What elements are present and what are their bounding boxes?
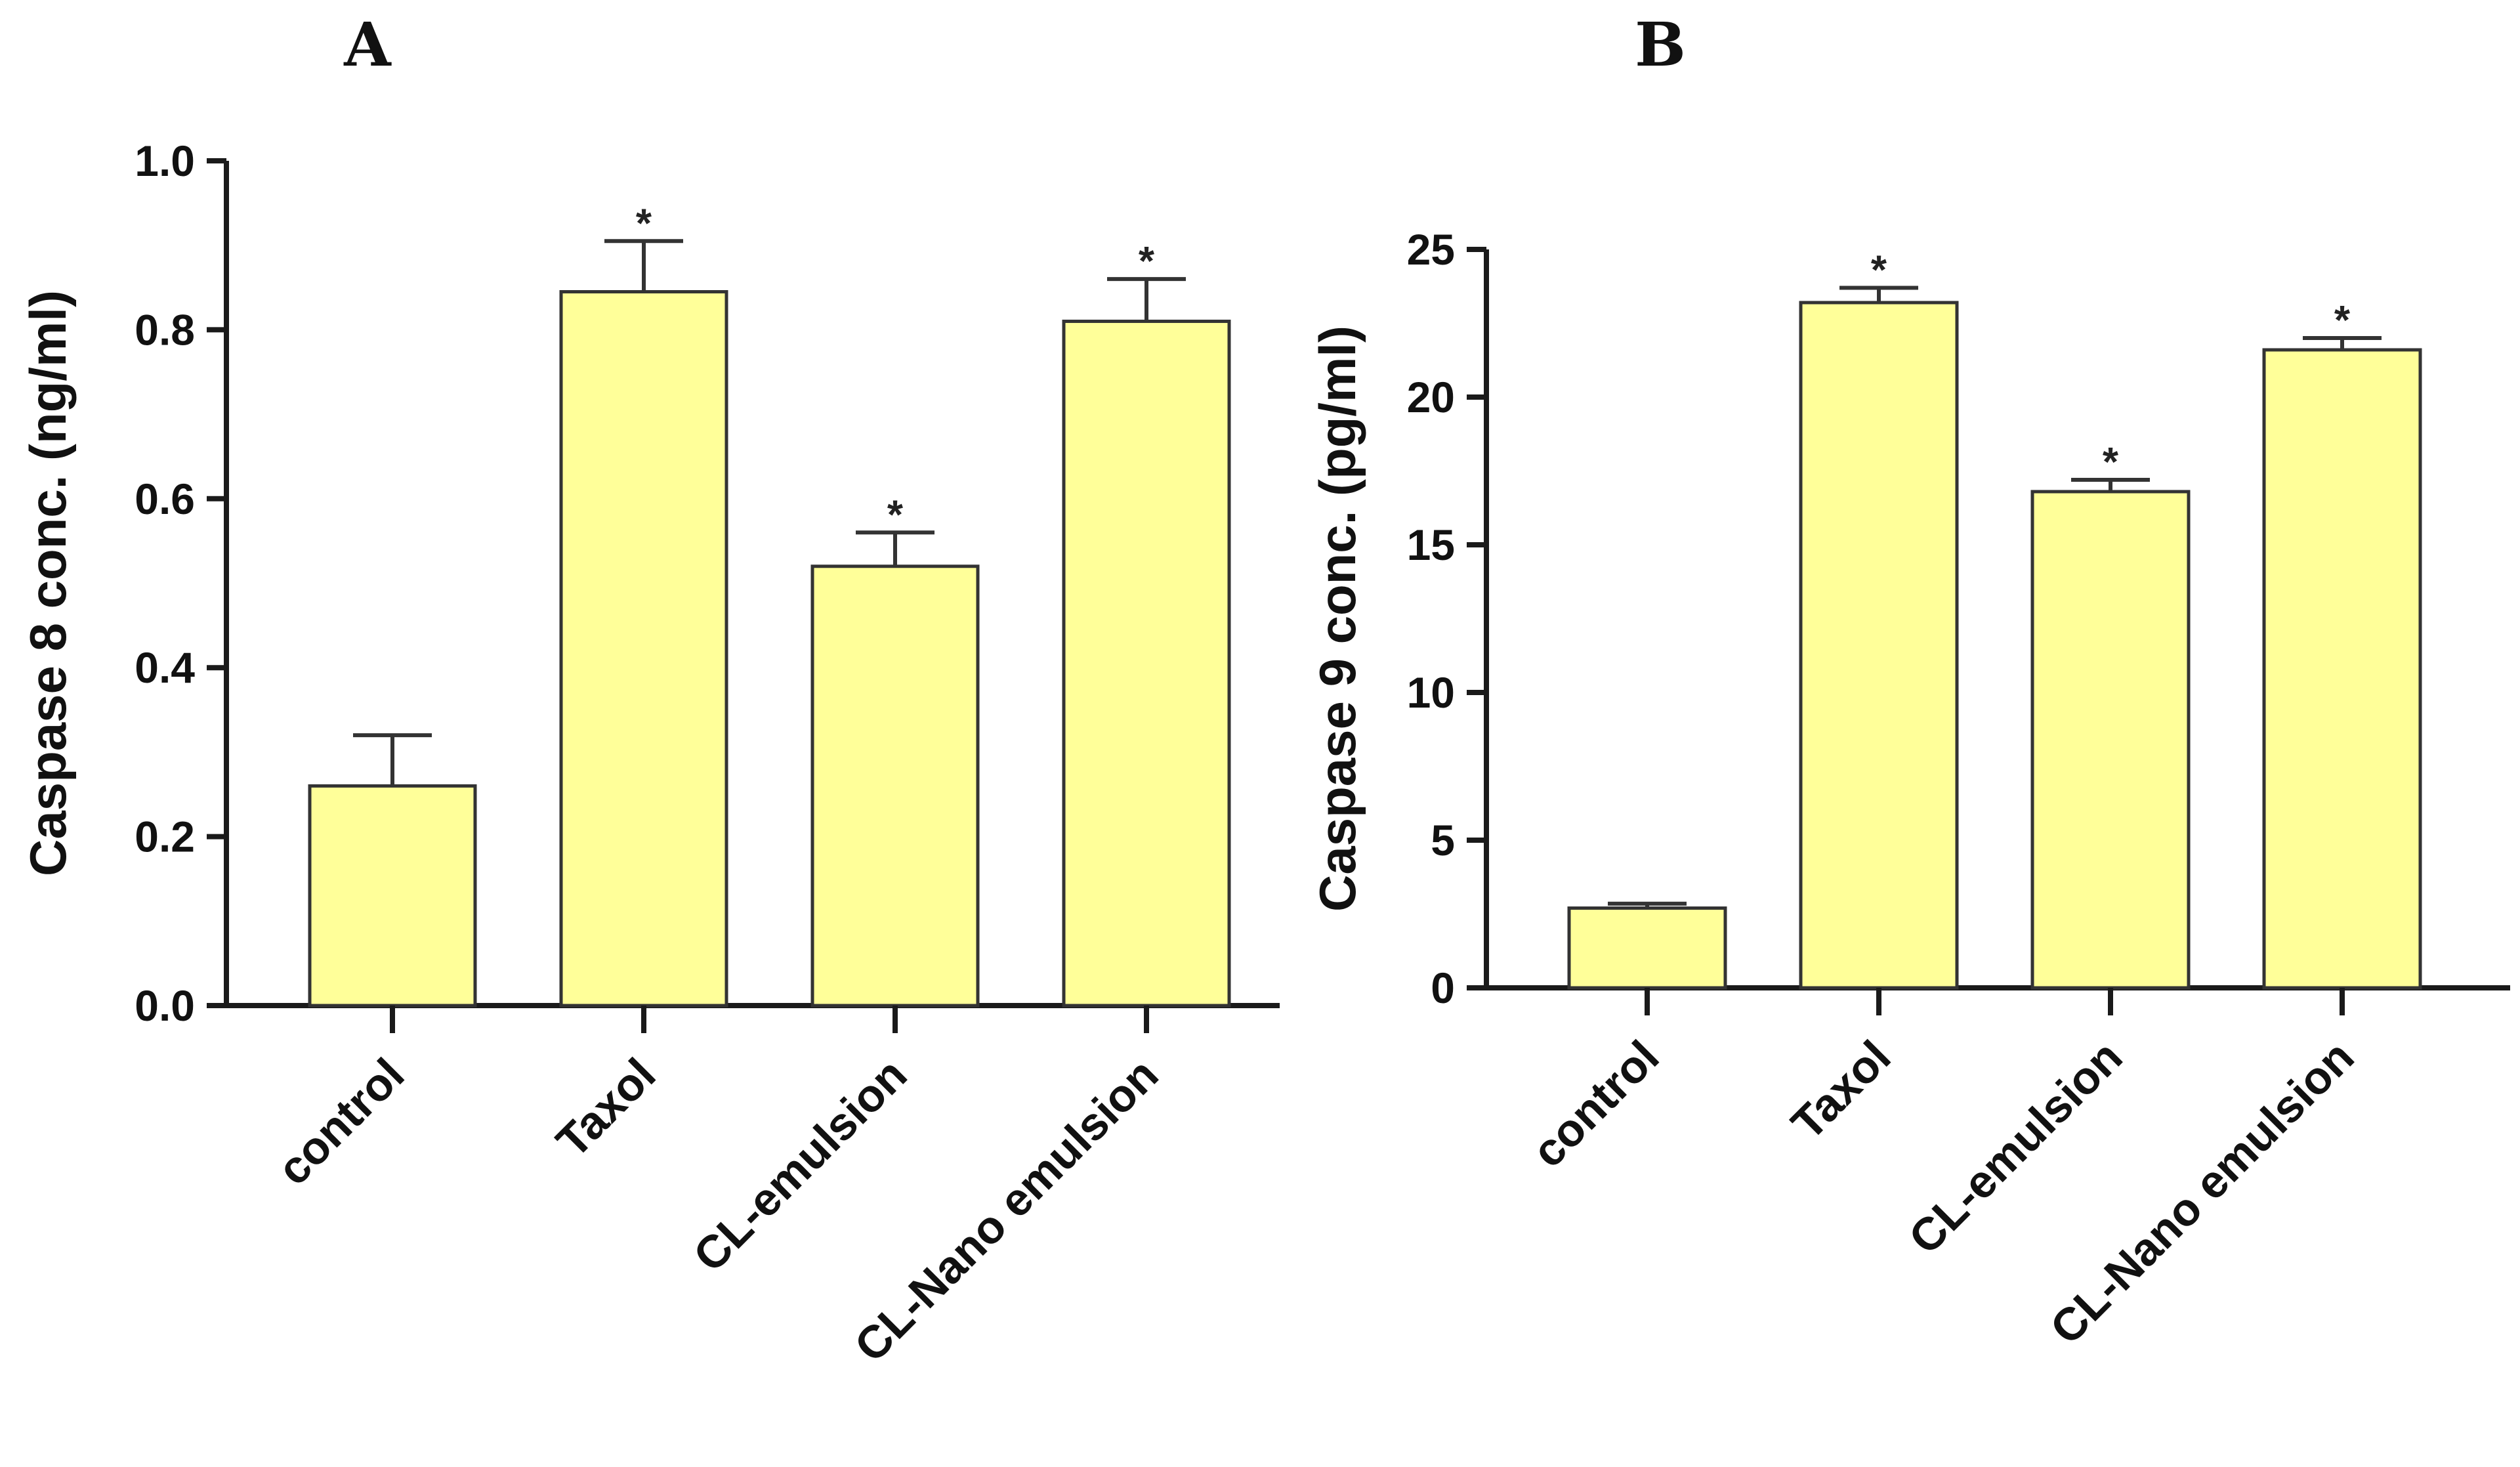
y-tick-label: 25 — [1407, 225, 1455, 274]
significance-star: * — [1871, 248, 1887, 293]
x-category-label: control — [268, 1048, 414, 1195]
x-category-label: control — [1522, 1031, 1669, 1177]
y-tick-label: 0.8 — [135, 305, 195, 354]
y-tick-label: 15 — [1407, 521, 1455, 569]
bar-cl-emulsion — [2030, 490, 2191, 990]
y-tick-label: 0.6 — [135, 475, 195, 523]
panel-letter: A — [343, 9, 392, 80]
bar-cl-nano-emulsion — [2262, 348, 2422, 990]
panel-letter: B — [1635, 9, 1686, 80]
bar-cl-emulsion — [810, 564, 980, 1008]
significance-star: * — [2103, 440, 2119, 485]
significance-star: * — [2334, 298, 2351, 343]
significance-star: * — [636, 201, 652, 246]
bar-control — [308, 784, 477, 1008]
y-tick-label: 10 — [1407, 668, 1455, 717]
x-category-label: Taxol — [1782, 1031, 1900, 1149]
y-tick-label: 0.2 — [135, 813, 195, 861]
y-tick-label: 0.0 — [135, 981, 195, 1030]
bar-cl-nano-emulsion — [1062, 320, 1231, 1008]
y-tick-label: 1.0 — [135, 137, 195, 185]
significance-star: * — [1139, 239, 1155, 284]
panel-b: B Caspase 9 conc. (pg/ml) 0 5 10 15 20 25 contro… — [1309, 9, 2510, 1354]
x-category-label: Taxol — [547, 1048, 665, 1167]
x-category-label: CL-emulsion — [684, 1048, 917, 1281]
panel-a: A Caspase 8 conc. (ng/ml) 0.0 0.2 0.4 0.6 0.8 1… — [19, 9, 1280, 1372]
y-tick-label: 5 — [1431, 816, 1455, 864]
y-tick-label: 0 — [1431, 964, 1455, 1012]
y-axis-label: Caspase 8 conc. (ng/ml) — [19, 290, 77, 876]
bar-taxol — [559, 289, 728, 1008]
bar-control — [1567, 906, 1727, 990]
y-tick-label: 0.4 — [135, 643, 195, 692]
x-category-label: CL-emulsion — [1899, 1031, 2132, 1264]
y-tick-label: 20 — [1407, 373, 1455, 421]
y-axis-label: Caspase 9 conc. (pg/ml) — [1309, 326, 1366, 912]
significance-star: * — [887, 492, 904, 538]
bar-taxol — [1799, 301, 1959, 990]
